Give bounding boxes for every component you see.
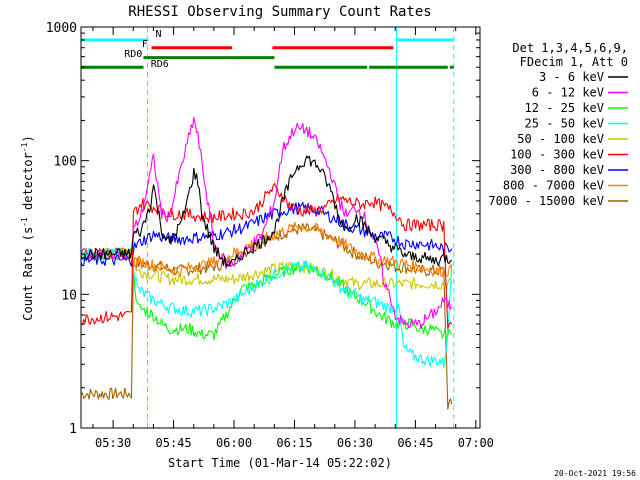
- plot-frame: [80, 26, 481, 429]
- legend-header-line-2: FDecim 1, Att 0: [520, 55, 628, 69]
- legend-label-s1: 3 - 6 keV: [539, 70, 604, 84]
- legend-label-s3: 12 - 25 keV: [525, 101, 604, 115]
- series-line-s3: [80, 247, 453, 341]
- x-tick-label: 05:45: [156, 436, 192, 450]
- y-axis-label-sup: -1: [20, 217, 29, 227]
- status-label-rd0: RD0: [124, 49, 142, 60]
- legend-label-s5: 50 - 100 keV: [517, 132, 604, 146]
- status-label-rd6: RD6: [151, 59, 169, 70]
- y-tick-label: 100: [54, 155, 77, 170]
- legend-label-s4: 25 - 50 keV: [525, 117, 604, 131]
- series-line-s2: [80, 117, 453, 329]
- legend-label-s6: 100 - 300 keV: [510, 148, 604, 162]
- y-axis-label-close: ): [21, 135, 35, 142]
- series-line-s1: [80, 155, 453, 268]
- timestamp: 20-Oct-2021 19:56: [554, 469, 636, 478]
- y-axis-label-main: Count Rate (s: [21, 227, 35, 321]
- y-axis-label-sup2: -1: [20, 142, 29, 152]
- legend-label-s9: 7000 - 15000 keV: [488, 194, 604, 208]
- y-axis-label-end: detector: [21, 152, 35, 217]
- x-tick-label: 07:00: [458, 436, 494, 450]
- legend: Det 1,3,4,5,6,9, FDecim 1, Att 0 3 - 6 k…: [488, 41, 628, 208]
- series-line-s4: [80, 247, 453, 369]
- legend-label-s2: 6 - 12 keV: [532, 86, 604, 100]
- y-axis-label: Count Rate (s-1 detector-1): [20, 135, 35, 320]
- legend-label-s8: 800 - 7000 keV: [503, 179, 604, 193]
- x-tick-label: 05:30: [95, 436, 131, 450]
- y-tick-label: 1: [69, 422, 77, 437]
- x-tick-label: 06:30: [337, 436, 373, 450]
- axes: 1 10 100 1000 05:30 05:45 06:00 06:15 06:30 06:45…: [46, 21, 494, 450]
- x-axis-label: Start Time (01-Mar-14 05:22:02): [168, 456, 392, 470]
- x-tick-label: 06:15: [276, 436, 312, 450]
- series-line-s7: [80, 201, 453, 267]
- series-line-s9: [80, 223, 453, 410]
- x-tick-label: 06:45: [397, 436, 433, 450]
- chart-title: RHESSI Observing Summary Count Rates: [128, 4, 431, 20]
- series-line-s6: [80, 182, 453, 330]
- legend-label-s7: 300 - 800 keV: [510, 163, 604, 177]
- status-label-f: F: [142, 39, 148, 50]
- series-line-s8: [80, 221, 453, 278]
- y-tick-label: 1000: [46, 21, 77, 36]
- y-tick-label: 10: [61, 288, 77, 303]
- series-line-s5: [80, 247, 453, 291]
- x-tick-label: 06:00: [216, 436, 252, 450]
- legend-header-line-1: Det 1,3,4,5,6,9,: [512, 41, 628, 55]
- status-label-n: N: [156, 29, 162, 40]
